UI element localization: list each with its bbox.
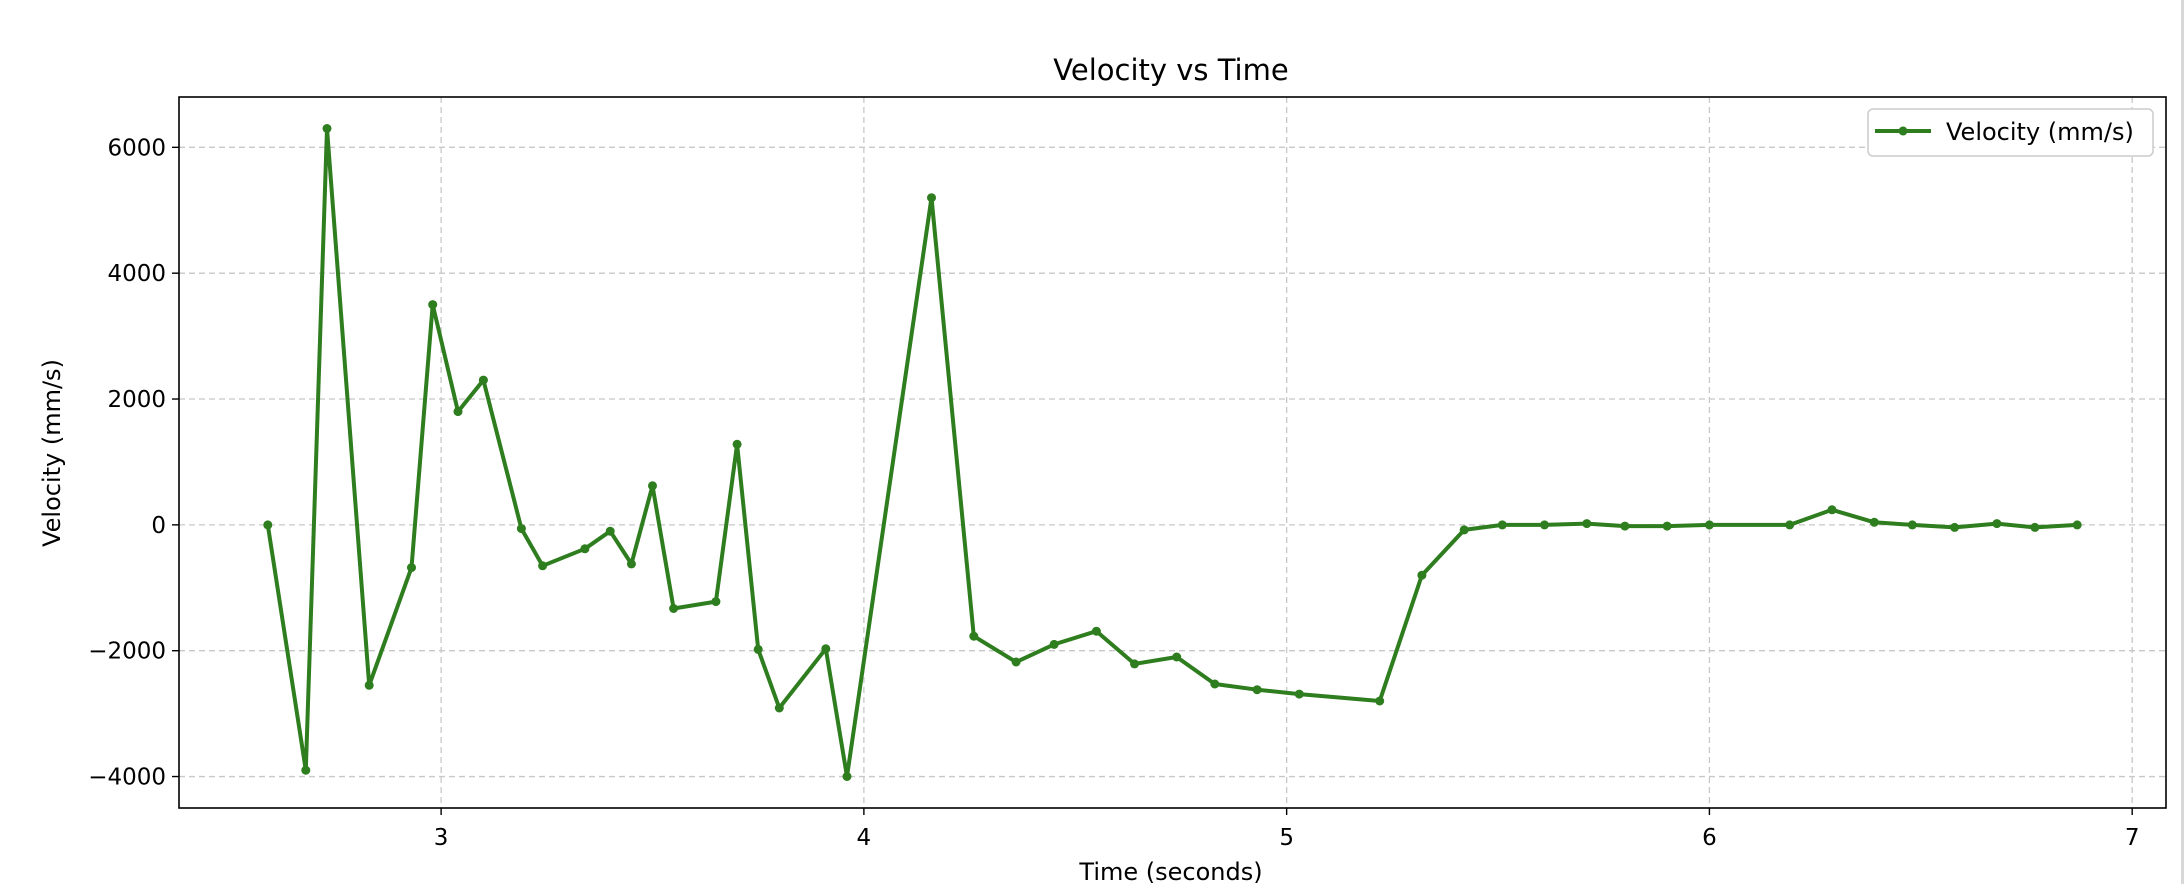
data-point (1049, 639, 1059, 649)
series-velocity (263, 124, 2082, 781)
y-tick-label: −4000 (88, 765, 166, 791)
y-tick-label: 4000 (107, 261, 166, 287)
legend: Velocity (mm/s) (1867, 108, 2154, 157)
data-point (364, 680, 374, 690)
chart-title: Velocity vs Time (1053, 53, 1288, 87)
data-point (2072, 520, 2082, 530)
x-tick-label: 7 (2125, 825, 2140, 851)
series-line (265, 126, 2080, 779)
y-axis-label: Velocity (mm/s) (38, 359, 66, 547)
data-point (1992, 519, 2002, 529)
x-tick-label: 6 (1702, 825, 1717, 851)
data-point (2030, 522, 2040, 532)
data-point (605, 526, 615, 536)
data-point (428, 300, 438, 310)
data-point (301, 765, 311, 775)
data-point (263, 520, 273, 530)
data-point (478, 375, 488, 385)
data-point (1907, 520, 1917, 530)
data-point (580, 544, 590, 554)
data-point (969, 631, 979, 641)
data-point (407, 563, 416, 573)
data-point (1662, 521, 1672, 531)
y-tick-label: 2000 (107, 387, 166, 413)
data-point (516, 524, 526, 534)
data-point (1869, 517, 1879, 527)
y-axis-ticks: −4000 −2000 0 2000 4000 6000 (88, 135, 179, 791)
data-point (1540, 520, 1549, 530)
legend-label: Velocity (mm/s) (1946, 118, 2134, 146)
data-point (1704, 520, 1714, 530)
grid-lines (179, 97, 2166, 808)
data-point (1950, 522, 1960, 532)
data-point (732, 439, 742, 449)
data-point (1011, 657, 1021, 667)
data-point (927, 193, 936, 203)
data-point (1459, 525, 1469, 535)
legend-box (1867, 108, 2154, 157)
x-tick-label: 5 (1279, 825, 1294, 851)
data-point (821, 644, 831, 654)
data-point (842, 772, 852, 781)
x-tick-label: 3 (434, 825, 449, 851)
data-point (1785, 520, 1795, 530)
data-point (711, 597, 721, 607)
data-point (648, 481, 657, 491)
data-point (453, 407, 463, 417)
data-point (1172, 652, 1182, 662)
data-point (1497, 520, 1507, 530)
data-point (322, 124, 332, 133)
data-point (1582, 519, 1592, 529)
x-axis-ticks: 3 4 5 6 7 (434, 808, 2140, 851)
window-edge (2181, 0, 2184, 884)
data-point (1210, 679, 1220, 689)
data-point (1827, 505, 1837, 515)
data-point (1252, 685, 1262, 695)
plot-frame (178, 96, 2167, 809)
data-point (1294, 689, 1304, 699)
data-point (774, 703, 784, 713)
data-point (753, 644, 763, 654)
y-tick-label: −2000 (88, 639, 166, 665)
y-tick-label: 0 (151, 513, 166, 539)
data-point (669, 604, 679, 613)
x-axis-label: Time (seconds) (1078, 858, 1262, 884)
data-point (1091, 626, 1101, 636)
data-point (1417, 570, 1427, 580)
x-tick-label: 4 (857, 825, 872, 851)
data-point (1620, 521, 1630, 531)
legend-marker-swatch (1898, 126, 1908, 136)
data-point (538, 561, 548, 571)
y-tick-label: 6000 (107, 135, 166, 161)
data-point (626, 559, 636, 569)
data-point (1130, 659, 1139, 669)
data-point (1375, 696, 1385, 706)
